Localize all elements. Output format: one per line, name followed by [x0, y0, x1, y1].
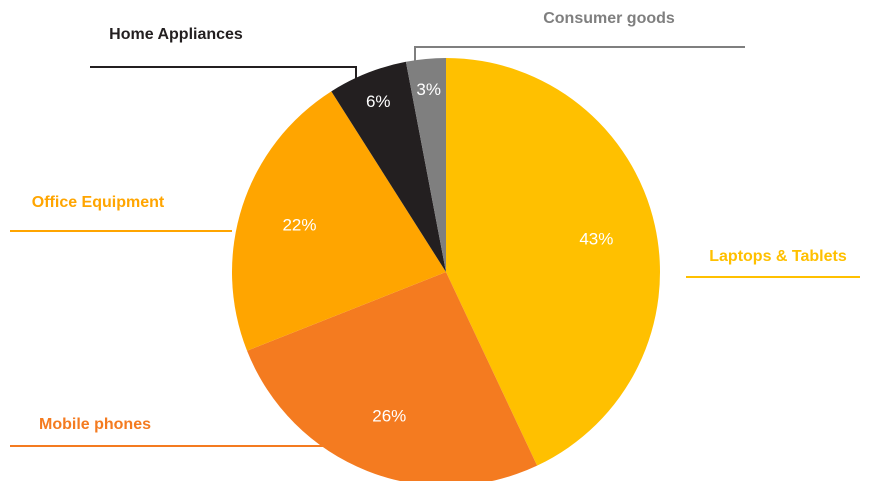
slice-mobile-phones — [247, 272, 538, 481]
percent-label-mobile-phones: 26% — [372, 406, 406, 425]
leader-line-home-appliances — [90, 66, 357, 80]
percent-label-consumer-goods: 3% — [416, 80, 441, 99]
category-callouts: Laptops & Tablets Mobile phones Office Equ… — [10, 10, 860, 447]
category-label-home-appliances: Home Appliances — [109, 26, 243, 43]
slice-home-appliances — [331, 61, 446, 272]
leader-line-consumer-goods — [414, 46, 745, 62]
category-label-mobile-phones: Mobile phones — [39, 416, 151, 433]
category-label-laptops-tablets: Laptops & Tablets — [709, 248, 847, 265]
slice-consumer-goods — [405, 58, 446, 272]
percent-label-home-appliances: 6% — [366, 92, 391, 111]
slice-office-equipment — [232, 91, 446, 351]
slice-laptops-tablets — [446, 58, 660, 466]
pie-slices — [232, 58, 660, 481]
category-label-office-equipment: Office Equipment — [32, 194, 165, 211]
percent-labels: 43% 26% 22% 6% 3% — [282, 80, 613, 425]
percent-label-laptops-tablets: 43% — [579, 229, 613, 248]
category-label-consumer-goods: Consumer goods — [543, 10, 675, 27]
percent-label-office-equipment: 22% — [282, 215, 316, 234]
